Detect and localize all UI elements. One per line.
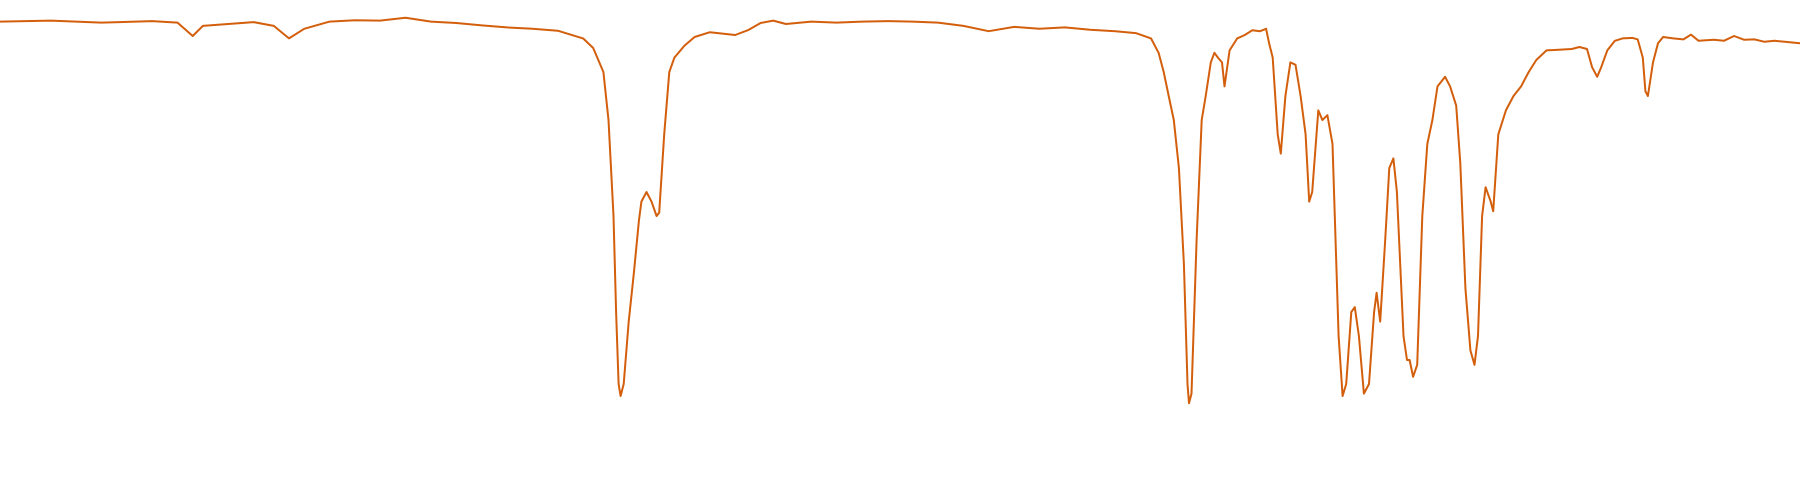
spectrum-line-series-0	[0, 16, 1800, 405]
plot-area	[0, 16, 1800, 405]
